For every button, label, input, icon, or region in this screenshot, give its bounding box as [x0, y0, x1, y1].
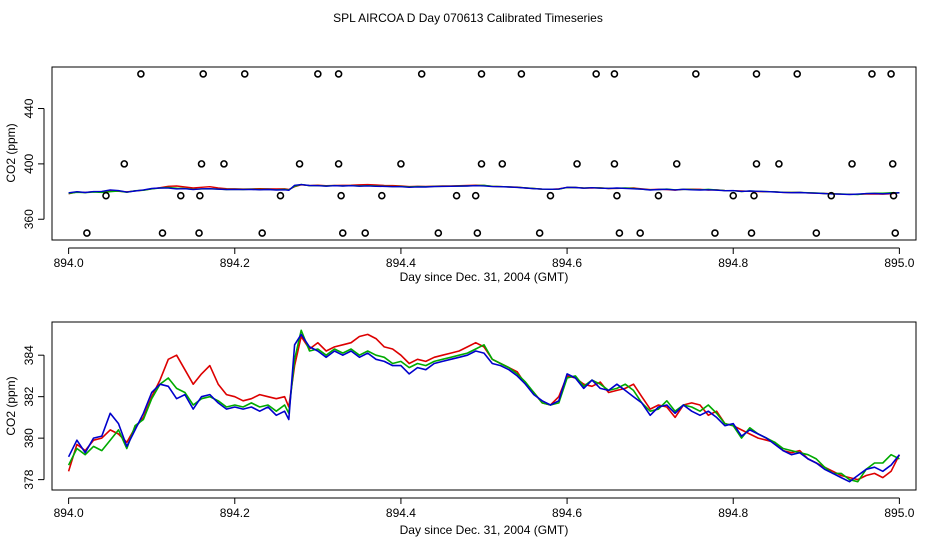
overview-points: [83, 70, 900, 237]
data-point: [452, 191, 461, 200]
data-point: [610, 70, 619, 78]
detail-y-tick-label: 380: [22, 428, 36, 448]
data-point: [592, 70, 600, 78]
overview-x-axis-label: Day since Dec. 31, 2004 (GMT): [400, 270, 569, 284]
data-point: [295, 160, 304, 168]
data-point: [83, 229, 91, 237]
overview-x-tick-label: 895.0: [884, 256, 914, 270]
detail-x-axis: 894.0 894.2 894.4 894.6 894.8 895.0: [54, 497, 915, 520]
data-point: [199, 70, 207, 78]
data-point: [672, 160, 681, 168]
overview-y-axis: 360 400 440: [22, 98, 45, 229]
data-point: [711, 229, 719, 237]
overview-plot-frame: [51, 66, 917, 241]
data-point: [692, 70, 700, 78]
detail-y-tick-label: 384: [22, 345, 36, 365]
data-point: [887, 70, 895, 78]
series-line-blue: [67, 333, 901, 483]
data-point: [473, 229, 482, 237]
data-point: [276, 191, 285, 200]
detail-plot-frame: [51, 321, 917, 491]
data-point: [137, 70, 145, 78]
detail-x-tick-label: 895.0: [884, 506, 914, 520]
detail-x-tick-label: 894.8: [718, 506, 748, 520]
detail-y-tick-label: 378: [22, 469, 36, 489]
data-point: [258, 229, 266, 237]
data-point: [498, 160, 507, 168]
detail-y-tick-label: 382: [22, 386, 36, 406]
data-point: [517, 70, 526, 78]
data-point: [793, 70, 802, 78]
data-point: [337, 191, 345, 200]
data-point: [477, 160, 486, 168]
data-point: [888, 160, 897, 168]
overview-x-axis: 894.0 894.2 894.4 894.6 894.8 895.0: [54, 247, 915, 270]
overview-x-tick-label: 894.0: [54, 256, 84, 270]
data-point: [158, 229, 167, 237]
overview-series-lines: [68, 183, 900, 196]
data-point: [397, 160, 405, 168]
overview-x-tick-label: 894.4: [386, 256, 416, 270]
detail-x-tick-label: 894.4: [386, 506, 416, 520]
data-point: [176, 191, 185, 200]
series-line-red: [67, 333, 901, 481]
data-point: [535, 229, 544, 237]
detail-panel: 894.0 894.2 894.4 894.6 894.8 895.0 378 380 382…: [4, 321, 917, 537]
data-point: [812, 229, 821, 237]
data-point: [477, 70, 486, 78]
data-point: [417, 70, 426, 78]
data-point: [889, 191, 898, 200]
detail-x-tick-label: 894.0: [54, 506, 84, 520]
data-point: [220, 160, 228, 168]
data-point: [334, 160, 343, 168]
data-point: [314, 70, 322, 78]
data-point: [195, 229, 203, 237]
data-point: [196, 191, 204, 200]
overview-x-tick-label: 894.6: [552, 256, 582, 270]
overview-panel: 894.0 894.2 894.4 894.6 894.8 895.0 360 400 440…: [4, 66, 917, 284]
detail-series-lines: [67, 329, 901, 483]
data-point: [610, 160, 619, 168]
series-line-blue: [68, 183, 900, 196]
data-point: [775, 160, 783, 168]
chart-title: SPL AIRCOA D Day 070613 Calibrated Times…: [333, 11, 603, 25]
data-point: [636, 229, 644, 237]
data-point: [868, 70, 876, 78]
detail-x-tick-label: 894.2: [220, 506, 250, 520]
data-point: [827, 191, 836, 200]
data-point: [891, 229, 900, 237]
data-point: [361, 229, 370, 237]
detail-y-axis-label: CO2 (ppm): [4, 376, 18, 435]
data-point: [102, 191, 110, 200]
data-point: [120, 160, 129, 168]
data-point: [729, 191, 738, 200]
overview-y-axis-label: CO2 (ppm): [4, 123, 18, 182]
data-point: [848, 160, 856, 168]
data-point: [334, 70, 343, 78]
data-point: [747, 229, 756, 237]
overview-x-tick-label: 894.8: [718, 256, 748, 270]
detail-y-axis: 378 380 382 384: [22, 345, 45, 490]
overview-y-tick-label: 400: [22, 154, 36, 174]
data-point: [546, 191, 555, 200]
data-point: [752, 70, 761, 78]
data-point: [573, 160, 581, 168]
data-point: [654, 191, 663, 200]
overview-x-tick-label: 894.2: [220, 256, 250, 270]
data-point: [338, 229, 347, 237]
overview-y-tick-label: 360: [22, 209, 36, 229]
data-point: [750, 191, 758, 200]
data-point: [378, 191, 386, 200]
data-point: [471, 191, 480, 200]
data-point: [752, 160, 761, 168]
data-point: [197, 160, 206, 168]
data-point: [434, 229, 443, 237]
overview-y-tick-label: 440: [22, 98, 36, 118]
data-point: [615, 229, 624, 237]
detail-x-axis-label: Day since Dec. 31, 2004 (GMT): [400, 523, 569, 537]
data-point: [240, 70, 249, 78]
data-point: [613, 191, 621, 200]
detail-x-tick-label: 894.6: [552, 506, 582, 520]
